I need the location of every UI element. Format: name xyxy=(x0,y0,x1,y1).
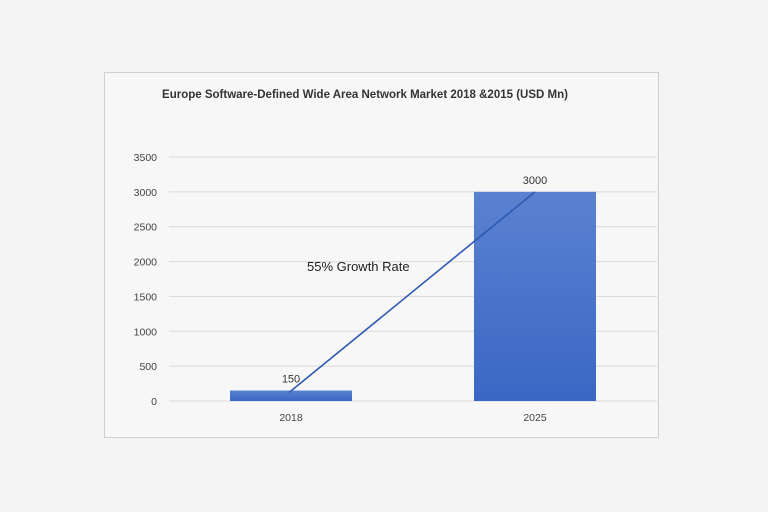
grid-layer xyxy=(169,156,657,402)
growth-trend-line xyxy=(288,191,536,394)
chart-title: Europe Software-Defined Wide Area Networ… xyxy=(162,89,568,101)
y-tick-label: 3000 xyxy=(134,187,158,199)
market-chart: Europe Software-Defined Wide Area Networ… xyxy=(134,89,657,424)
data-label-2018: 150 xyxy=(282,374,300,386)
y-tick-label: 0 xyxy=(151,396,157,408)
growth-rate-annotation: 55% Growth Rate xyxy=(307,259,410,274)
data-label-2025: 3000 xyxy=(523,175,547,187)
bar-layer xyxy=(230,191,596,401)
x-tick-label-2025: 2025 xyxy=(523,412,547,424)
y-tick-label: 500 xyxy=(139,361,157,373)
y-tick-label: 3500 xyxy=(134,152,158,164)
y-tick-label: 1500 xyxy=(134,291,158,303)
x-axis: 2018 2025 xyxy=(279,412,547,424)
y-tick-label: 1000 xyxy=(134,326,158,338)
y-tick-label: 2500 xyxy=(134,222,158,234)
x-tick-label-2018: 2018 xyxy=(279,412,303,424)
y-tick-label: 2000 xyxy=(134,257,158,269)
chart-frame: Europe Software-Defined Wide Area Networ… xyxy=(104,72,659,438)
data-label-layer: 150 3000 xyxy=(282,175,547,386)
bar-2018 xyxy=(230,390,352,401)
bar-2025 xyxy=(474,191,596,401)
y-axis: 0 500 1000 1500 2000 2500 3000 3500 xyxy=(134,152,158,408)
